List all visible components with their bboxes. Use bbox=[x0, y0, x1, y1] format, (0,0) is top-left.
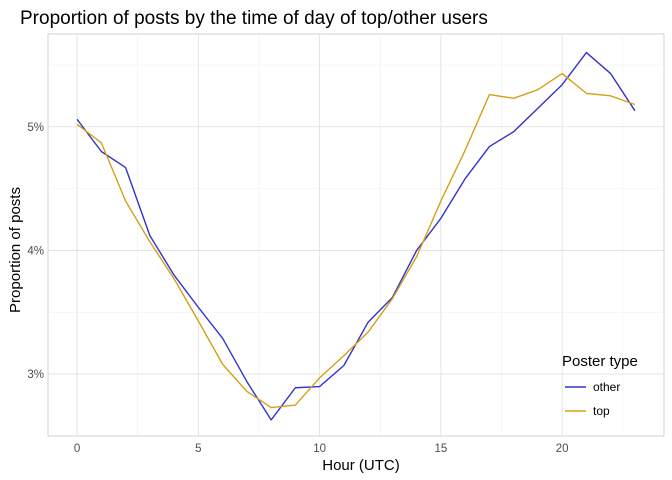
legend: Poster type other top bbox=[562, 353, 638, 418]
x-tick-label: 5 bbox=[195, 443, 201, 455]
series-line-other bbox=[76, 51, 636, 421]
series-line-top bbox=[76, 72, 636, 409]
x-axis-title: Hour (UTC) bbox=[322, 457, 400, 474]
plot-panel-border bbox=[47, 33, 665, 437]
y-axis-title: Proportion of posts bbox=[7, 187, 24, 313]
x-tick-label: 10 bbox=[313, 443, 326, 455]
series-lines bbox=[76, 51, 636, 421]
y-axis-ticks: 3% 4% 5% bbox=[27, 122, 44, 381]
x-tick-label: 0 bbox=[74, 443, 80, 455]
grid bbox=[47, 33, 665, 437]
x-tick-label: 15 bbox=[434, 443, 447, 455]
y-tick-label: 5% bbox=[27, 122, 44, 134]
x-tick-label: 20 bbox=[556, 443, 569, 455]
y-tick-label: 4% bbox=[27, 245, 44, 257]
legend-label-top: top bbox=[593, 404, 610, 418]
chart-title: Proportion of posts by the time of day o… bbox=[20, 8, 488, 29]
legend-label-other: other bbox=[593, 380, 620, 394]
y-tick-label: 3% bbox=[27, 369, 44, 381]
x-axis-ticks: 0 5 10 15 20 bbox=[74, 443, 569, 455]
legend-title: Poster type bbox=[562, 353, 638, 370]
